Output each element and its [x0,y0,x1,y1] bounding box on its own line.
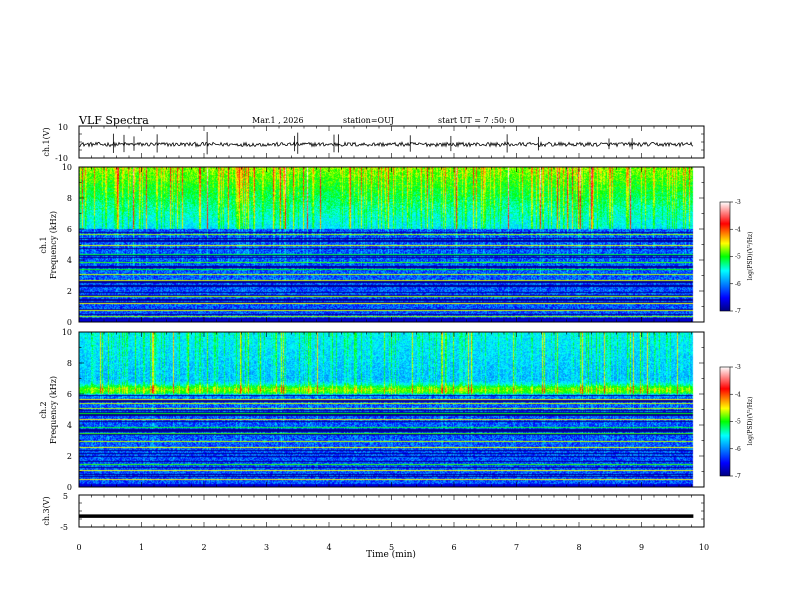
ch1-plot-area [79,126,704,158]
ch3-ytick-bottom: -5 [60,523,68,532]
colorbar-ch2-label: log(PSD)(V²/Hz) [747,397,754,446]
colorbar-ch1-ticks: -3 -4 -5 -6 -7 [730,199,741,315]
time-tick-label: 0 [76,543,81,552]
ch1-spec-yticks: 0 2 4 6 8 10 [62,163,704,327]
time-tick-label: 5 [389,543,394,552]
ch1-trace [79,141,694,148]
xaxis-label: Time (min) [366,549,416,560]
time-tick-label: 7 [514,543,519,552]
colorbar-ch2-ticks: -3 -4 -5 -6 -7 [730,364,741,480]
colorbar-ch1: -3 -4 -5 -6 -7 log(PSD)(V²/Hz) [719,199,754,315]
freq-tick-label: 0 [67,483,72,492]
ch1-ytick-bottom: -10 [55,154,68,163]
ch2-spec-yticks: 0 2 4 6 8 10 [62,328,704,492]
time-tick-label: 9 [639,543,644,552]
colorbar-tick-label: -5 [735,254,741,261]
freq-tick-label: 6 [67,390,72,399]
colorbar-ch1-gradient [719,201,731,312]
ch2-spectrogram-panel: 0 2 4 6 8 10 ch.2 Frequency (kHz) [39,328,705,492]
colorbar-tick-label: -7 [735,473,741,480]
colorbar-tick-label: -4 [735,391,741,398]
ch1-spec-ylabel-ch: ch.1 [39,236,48,253]
figure-title: VLF Spectra [78,114,149,127]
freq-tick-label: 10 [62,163,72,172]
freq-tick-label: 4 [67,256,72,265]
freq-tick-label: 2 [67,287,72,296]
ch1-spectrogram-image [79,167,704,322]
freq-tick-label: 6 [67,225,72,234]
date-label: Mar.1 , 2026 [252,116,304,125]
colorbar-ch2-gradient [719,366,731,477]
colorbar-tick-label: -5 [735,419,741,426]
colorbar-tick-label: -7 [735,308,741,315]
colorbar-ch2: -3 -4 -5 -6 -7 log(PSD)(V²/Hz) [719,364,754,480]
time-tick-label: 1 [139,543,144,552]
start-time-label: start UT = 7 :50: 0 [438,116,514,125]
ch2-spec-ylabel-ch: ch.2 [39,401,48,418]
ch1-spikes [112,131,633,155]
colorbar-tick-label: -3 [735,199,741,206]
ch2-spec-ylabel: Frequency (kHz) [49,376,58,444]
colorbar-tick-label: -4 [735,226,741,233]
time-tick-label: 10 [699,543,709,552]
ch1-spec-ylabel: Frequency (kHz) [49,211,58,279]
time-tick-label: 3 [264,543,269,552]
ch1-ylabel: ch.1(V) [42,127,51,156]
colorbar-tick-label: -6 [735,281,741,288]
time-tick-label: 8 [576,543,581,552]
ch3-plot-area [79,495,704,527]
ch1-ytick-top: 10 [58,123,68,132]
station-label: station=OUJ [343,116,394,125]
colorbar-tick-label: -3 [735,364,741,371]
ch3-ylabel: ch.3(V) [42,496,51,525]
freq-tick-label: 4 [67,421,72,430]
freq-tick-label: 10 [62,328,72,337]
ch2-spectrogram-image [79,332,704,487]
freq-tick-label: 8 [67,194,72,203]
colorbar-tick-label: -6 [735,446,741,453]
time-tick-label: 6 [451,543,456,552]
freq-tick-label: 0 [67,318,72,327]
time-tick-label: 4 [326,543,331,552]
ch3-ytick-top: 5 [63,492,68,501]
time-ticks [78,125,705,528]
freq-tick-label: 8 [67,359,72,368]
ch1-spectrogram-panel: 0 2 4 6 8 10 ch.1 Frequency (kHz) [39,163,705,327]
colorbar-ch1-label: log(PSD)(V²/Hz) [747,232,754,281]
time-tick-label: 2 [201,543,206,552]
time-tick-labels: 0 1 2 3 4 5 6 7 8 9 10 [76,543,709,552]
freq-tick-label: 2 [67,452,72,461]
